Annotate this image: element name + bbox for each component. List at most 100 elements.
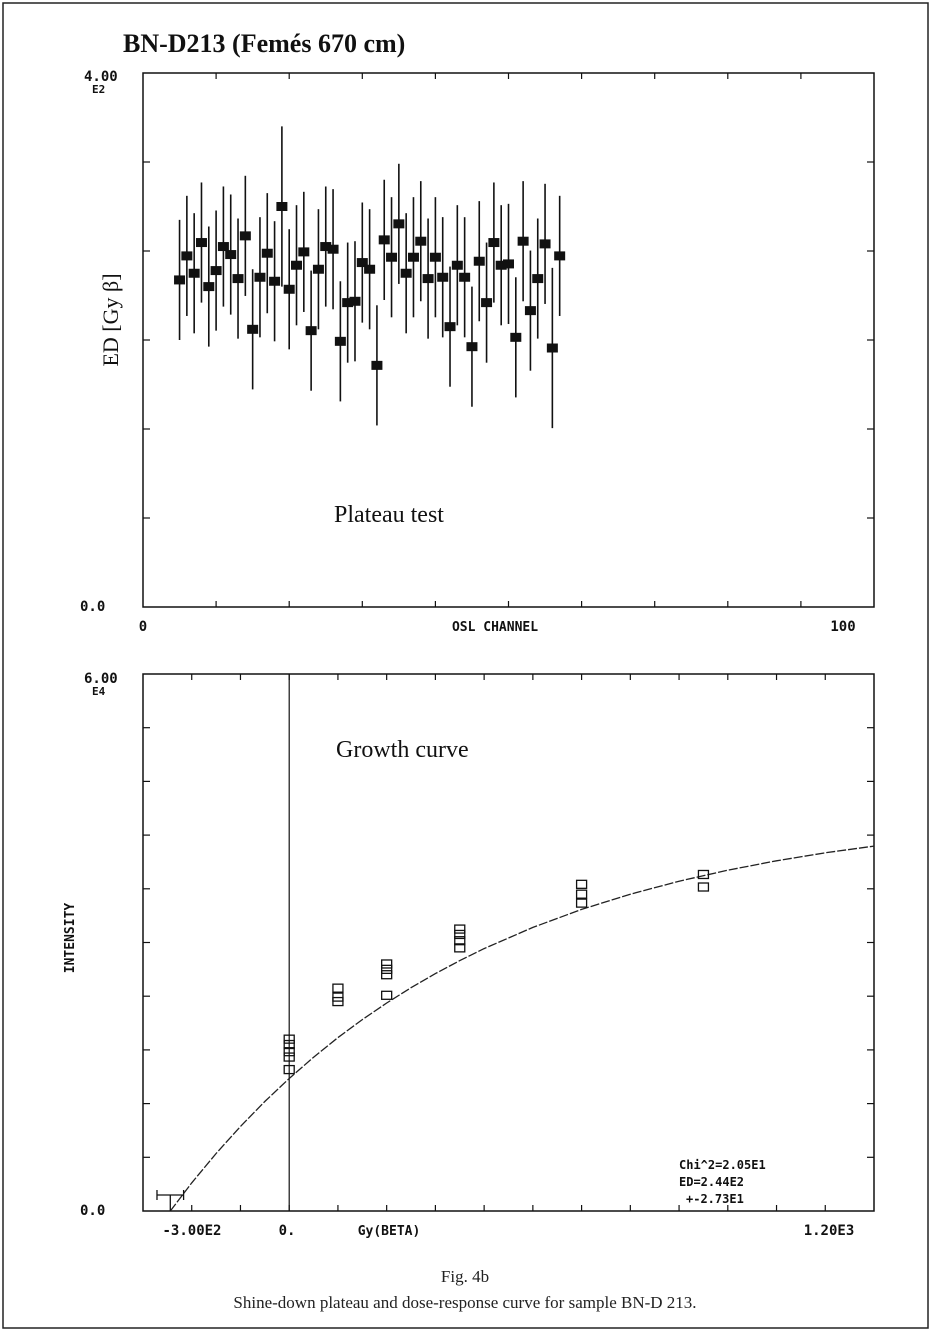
data-point xyxy=(503,259,514,269)
plateau-annotation: Plateau test xyxy=(334,502,444,528)
data-point xyxy=(554,251,566,261)
data-point xyxy=(454,929,466,940)
plateau-y-tick-label-exponent: E2 xyxy=(92,83,105,96)
data-point xyxy=(356,258,368,268)
data-point xyxy=(283,284,295,294)
plateau-y-tick-label-max: 4.00 xyxy=(84,69,118,85)
data-point xyxy=(254,272,266,282)
data-point xyxy=(364,264,376,274)
ed-error-bar xyxy=(156,1190,185,1211)
growth-x-tick-label-max: 1.20E3 xyxy=(804,1223,855,1239)
data-point xyxy=(232,274,244,284)
data-point xyxy=(283,1064,295,1075)
data-point xyxy=(575,879,588,889)
plateau-chart: 4.00 E2 0.0 0 100 OSL CHANNEL ED [Gy β] … xyxy=(80,69,875,635)
growth-y-axis-label: INTENSITY xyxy=(63,903,78,974)
data-point xyxy=(517,236,529,246)
data-point xyxy=(381,959,393,969)
data-point xyxy=(444,322,456,332)
data-point xyxy=(466,342,478,352)
data-point xyxy=(454,936,466,946)
data-point xyxy=(451,260,463,270)
data-point xyxy=(283,1034,295,1044)
data-point xyxy=(381,990,393,1000)
data-point xyxy=(305,326,317,336)
data-point xyxy=(381,970,393,980)
data-point xyxy=(320,242,332,252)
data-point xyxy=(454,943,466,953)
growth-tick-marks xyxy=(143,674,874,1211)
figure-caption: Shine-down plateau and dose-response cur… xyxy=(233,1293,696,1312)
data-point xyxy=(386,252,398,262)
data-point xyxy=(298,247,310,257)
data-point xyxy=(283,1052,295,1062)
data-point xyxy=(174,275,186,285)
data-point xyxy=(210,266,222,276)
data-point xyxy=(217,242,229,252)
data-point xyxy=(334,336,346,346)
growth-y-tick-label-max: 6.00 xyxy=(84,671,118,687)
data-point xyxy=(524,306,536,316)
data-point xyxy=(332,983,344,993)
data-point xyxy=(239,231,251,241)
data-point xyxy=(539,239,551,249)
data-point xyxy=(575,898,588,908)
fit-chi-square: Chi^2=2.05E1 xyxy=(679,1158,766,1172)
data-point xyxy=(291,260,303,270)
data-point xyxy=(188,268,200,278)
growth-x-tick-label-min: -3.00E2 xyxy=(162,1223,221,1239)
data-point xyxy=(415,236,427,246)
data-point xyxy=(697,869,710,880)
data-point xyxy=(459,272,471,282)
plateau-y-tick-label-min: 0.0 xyxy=(80,599,105,615)
data-point xyxy=(546,343,558,353)
data-point xyxy=(393,219,405,229)
growth-data-points xyxy=(283,869,710,1075)
data-point xyxy=(247,324,259,334)
data-point xyxy=(312,264,324,274)
data-point xyxy=(283,1047,295,1057)
growth-x-tick-label-zero: 0. xyxy=(279,1223,296,1239)
data-point xyxy=(371,360,383,370)
data-point xyxy=(381,964,393,974)
growth-annotation: Growth curve xyxy=(336,737,469,763)
data-point xyxy=(181,251,193,261)
data-point xyxy=(283,1039,295,1050)
fit-ed-error: +-2.73E1 xyxy=(686,1192,744,1206)
data-point xyxy=(575,889,588,899)
data-point xyxy=(269,276,281,286)
plateau-tick-marks xyxy=(143,73,874,607)
data-point xyxy=(429,252,441,262)
plateau-data-points xyxy=(174,202,566,370)
data-point xyxy=(349,296,361,306)
figure-number: Fig. 4b xyxy=(441,1267,489,1286)
data-point xyxy=(261,248,273,258)
data-point xyxy=(532,274,544,284)
plateau-x-tick-label-min: 0 xyxy=(139,619,147,635)
plateau-y-axis-label: ED [Gy β] xyxy=(98,273,123,366)
growth-chart: 6.00 E4 0.0 -3.00E2 0. 1.20E3 Gy(BETA) I… xyxy=(63,671,875,1239)
growth-y-tick-label-exponent: E4 xyxy=(92,685,106,698)
page-title: BN-D213 (Femés 670 cm) xyxy=(123,29,405,58)
data-point xyxy=(378,235,390,245)
data-point xyxy=(510,332,522,342)
data-point xyxy=(481,298,493,308)
growth-x-axis-label: Gy(BETA) xyxy=(358,1224,421,1239)
data-point xyxy=(454,924,466,934)
data-point xyxy=(422,274,434,284)
data-point xyxy=(327,244,339,254)
data-point xyxy=(276,202,288,211)
data-point xyxy=(225,250,237,260)
growth-fit-curve xyxy=(169,845,875,1212)
data-point xyxy=(473,256,485,266)
plateau-x-tick-label-max: 100 xyxy=(830,619,855,635)
data-point xyxy=(195,238,207,248)
growth-y-tick-label-min: 0.0 xyxy=(80,1203,105,1219)
data-point xyxy=(495,260,507,270)
data-point xyxy=(488,238,500,248)
fit-ed-value: ED=2.44E2 xyxy=(679,1175,744,1189)
data-point xyxy=(407,252,419,262)
data-point xyxy=(332,996,344,1007)
data-point xyxy=(437,272,449,282)
